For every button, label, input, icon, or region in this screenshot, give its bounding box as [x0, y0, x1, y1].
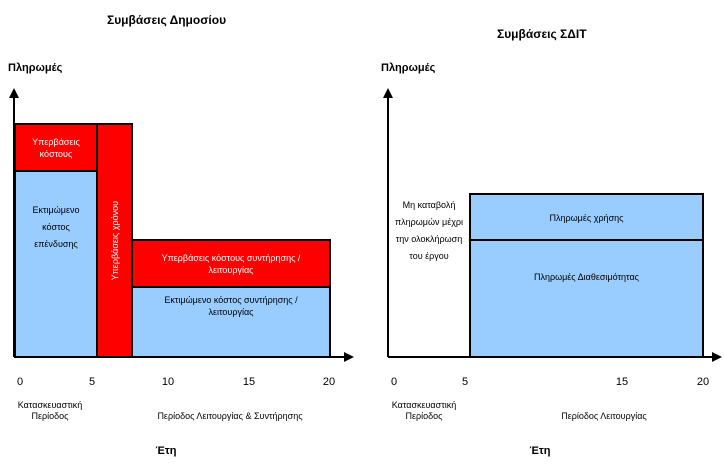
left-title: Συμβάσεις Δημοσίου: [107, 13, 227, 27]
left-xlabel: Έτη: [155, 445, 177, 457]
left-construction-period: Κατασκευαστική Περίοδος: [17, 400, 83, 421]
availability-payments-block: Πληρωμές Διαθεσιμότητας: [469, 239, 704, 358]
right-operation-period: Περίοδος Λειτουργίας: [561, 411, 647, 421]
left-tick-15: 15: [242, 376, 256, 388]
right-tick-20: 20: [696, 376, 710, 388]
time-overrun-block: Υπερβάσεις χρόνου: [96, 123, 133, 358]
right-xlabel: Έτη: [529, 445, 551, 457]
left-ylabel: Πληρωμές: [8, 62, 63, 74]
usage-payments-block: Πληρωμές χρήσης: [469, 193, 704, 242]
no-payment-note: Μη καταβολή πληρωμών μέχρι την ολοκλήρωσ…: [394, 200, 464, 261]
right-title: Συμβάσεις ΣΔΙΤ: [497, 27, 587, 41]
right-tick-0: 0: [390, 376, 398, 388]
left-tick-5: 5: [88, 376, 96, 388]
om-cost-overrun-label: Υπερβάσεις κόστους συντήρησης / λειτουργ…: [161, 252, 301, 275]
left-operation-period: Περίοδος Λειτουργίας & Συντήρησης: [157, 411, 303, 421]
cost-overrun-block: Υπερβάσεις κόστους: [14, 123, 98, 172]
right-construction-period: Κατασκευαστική Περίοδος: [391, 400, 457, 421]
estimated-om-block: Εκτιμώμενο κόστος συντήρησης / λειτουργί…: [131, 286, 331, 358]
cost-overrun-label: Υπερβάσεις κόστους: [32, 136, 80, 159]
estimated-investment-label: Εκτιμώμενο κόστος επένδυσης: [32, 205, 80, 249]
usage-payments-label: Πληρωμές χρήσης: [549, 212, 624, 223]
om-cost-overrun-block: Υπερβάσεις κόστους συντήρησης / λειτουργ…: [131, 239, 331, 288]
right-ylabel: Πληρωμές: [381, 62, 436, 74]
right-tick-5: 5: [461, 376, 469, 388]
estimated-om-label: Εκτιμώμενο κόστος συντήρησης / λειτουργί…: [164, 295, 298, 317]
right-tick-15: 15: [615, 376, 629, 388]
left-tick-0: 0: [16, 376, 24, 388]
time-overrun-label: Υπερβάσεις χρόνου: [109, 200, 120, 281]
estimated-investment-block: Εκτιμώμενο κόστος επένδυσης: [14, 170, 98, 358]
availability-payments-label: Πληρωμές Διαθεσιμότητας: [533, 272, 640, 282]
left-tick-10: 10: [161, 376, 175, 388]
left-tick-20: 20: [322, 376, 336, 388]
